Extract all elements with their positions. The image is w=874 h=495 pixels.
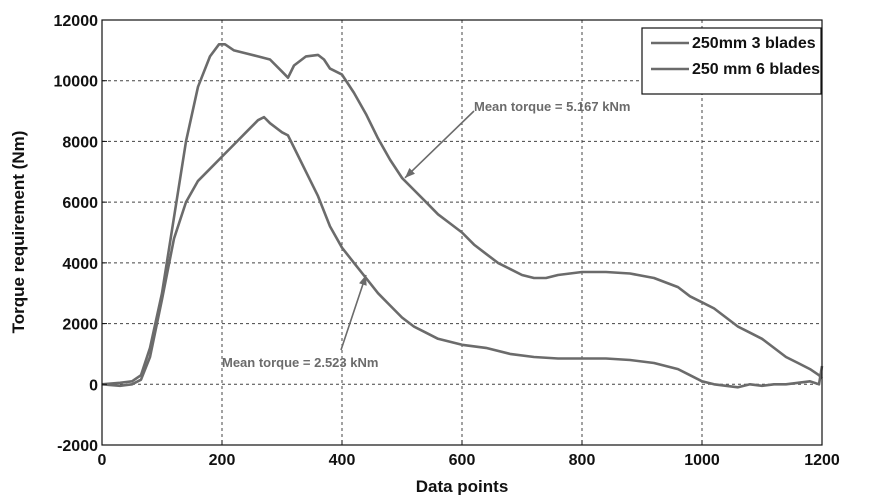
annotation-label-2: Mean torque = 2.523 kNm [222,355,378,370]
annotation-arrow-2 [340,274,367,351]
annotation-arrow-1 [404,110,475,179]
legend-label-2: 250 mm 6 blades [692,61,820,78]
series-line-2 [101,115,824,389]
x-tick-label: 1200 [804,452,840,469]
y-tick-label: 8000 [62,134,98,151]
y-tick-label: 12000 [54,13,99,30]
series-line-1 [101,42,823,386]
data-series [101,42,824,389]
x-tick-label: 600 [449,452,476,469]
y-tick-label: 0 [89,377,98,394]
y-tick-labels: -2000 0 2000 4000 6000 8000 10000 12000 [54,13,107,455]
legend-label-1: 250mm 3 blades [692,35,816,52]
x-tick-label: 1000 [684,452,720,469]
annotation-arrowhead-2 [359,275,367,286]
x-tick-labels: 0 200 400 600 800 1000 1200 [98,440,840,469]
annotation-arrowhead-1 [405,168,415,178]
annotations: Mean torque = 5.167 kNm Mean torque = 2.5… [222,99,630,370]
y-tick-label: 10000 [54,74,99,91]
legend: 250mm 3 blades 250 mm 6 blades [641,27,822,95]
legend-box [641,27,822,95]
x-tick-label: 800 [569,452,596,469]
x-tick-label: 200 [209,452,236,469]
y-tick-label: 4000 [62,256,98,273]
x-axis-label: Data points [416,477,509,495]
y-tick-label: 2000 [62,317,98,334]
annotation-label-1: Mean torque = 5.167 kNm [474,99,630,114]
x-tick-label: 400 [329,452,356,469]
y-tick-label: -2000 [57,438,98,455]
y-tick-label: 6000 [62,195,98,212]
y-axis-label: Torque requirement (Nm) [9,131,28,334]
x-tick-label: 0 [98,452,107,469]
